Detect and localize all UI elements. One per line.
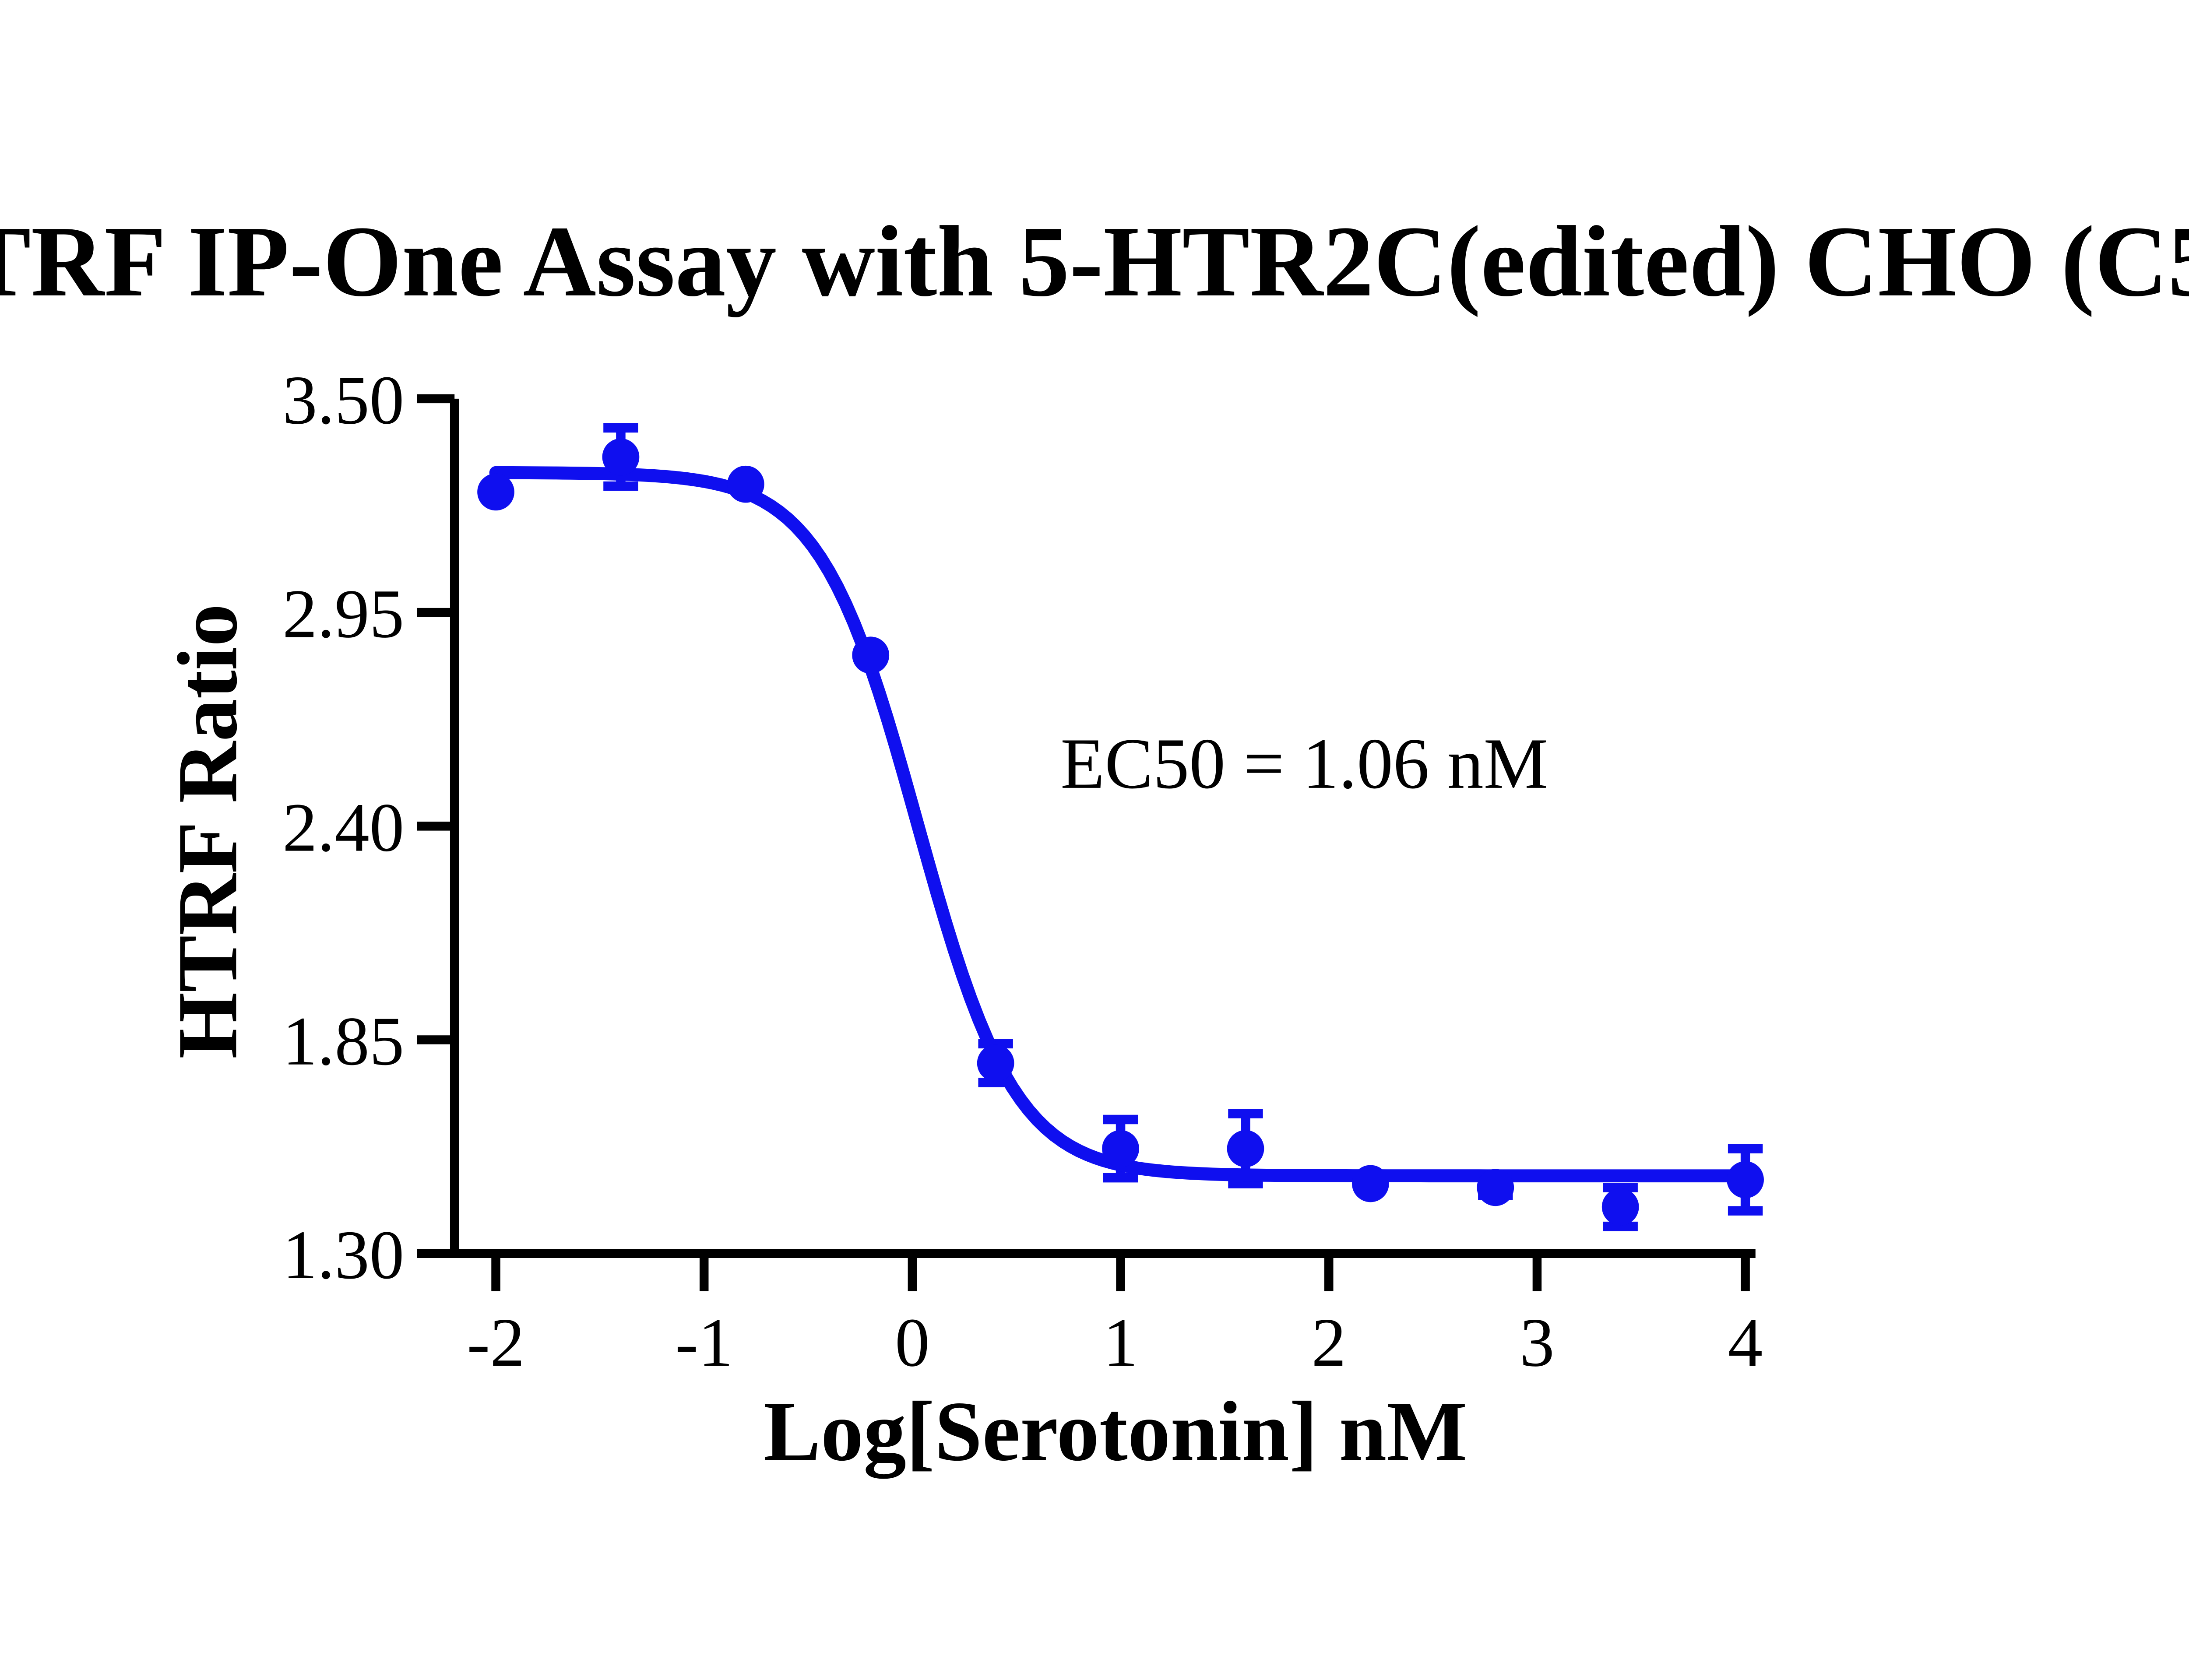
data-point [727,465,764,503]
data-point [1727,1161,1764,1198]
data-point [1227,1130,1264,1167]
x-axis-title: Log[Serotonin] nM [764,1384,1467,1479]
error-bars [603,423,1763,1231]
x-tick-label: 4 [1728,1304,1763,1381]
data-point [1102,1130,1139,1167]
x-tick-label: 0 [895,1304,929,1381]
sigmoid-curve [489,466,1752,1183]
x-tick-label: 2 [1312,1304,1346,1381]
y-tick-label: 1.85 [282,1003,404,1080]
data-point [602,438,640,476]
ec50-annotation: EC50 = 1.06 nM [1060,724,1548,804]
chart-title: HTRF IP-One Assay with 5-HTR2C(edited) C… [0,206,2189,318]
x-tick-label: 3 [1520,1304,1554,1381]
data-points [477,438,1764,1226]
data-point [1601,1188,1639,1226]
x-tick-label: -2 [467,1304,524,1381]
data-point [1477,1169,1514,1206]
data-point [852,636,890,674]
y-axis-title: HTRF Ratio [160,604,255,1058]
y-tick-label: 2.95 [282,575,404,652]
fit-curve [489,466,1752,1183]
axis-spines [450,398,1756,1258]
y-tick-label: 2.40 [282,789,404,866]
x-tick-label: -1 [675,1304,733,1381]
data-point [977,1044,1014,1082]
x-tick-label: 1 [1103,1304,1138,1381]
y-tick-label: 1.30 [282,1216,404,1293]
y-tick-label: 3.50 [282,362,404,439]
data-point [477,473,514,511]
axes: 3.50 2.95 2.40 1.85 1.30 -2 -1 0 1 2 3 4 [282,362,1763,1381]
data-point [1352,1165,1389,1202]
